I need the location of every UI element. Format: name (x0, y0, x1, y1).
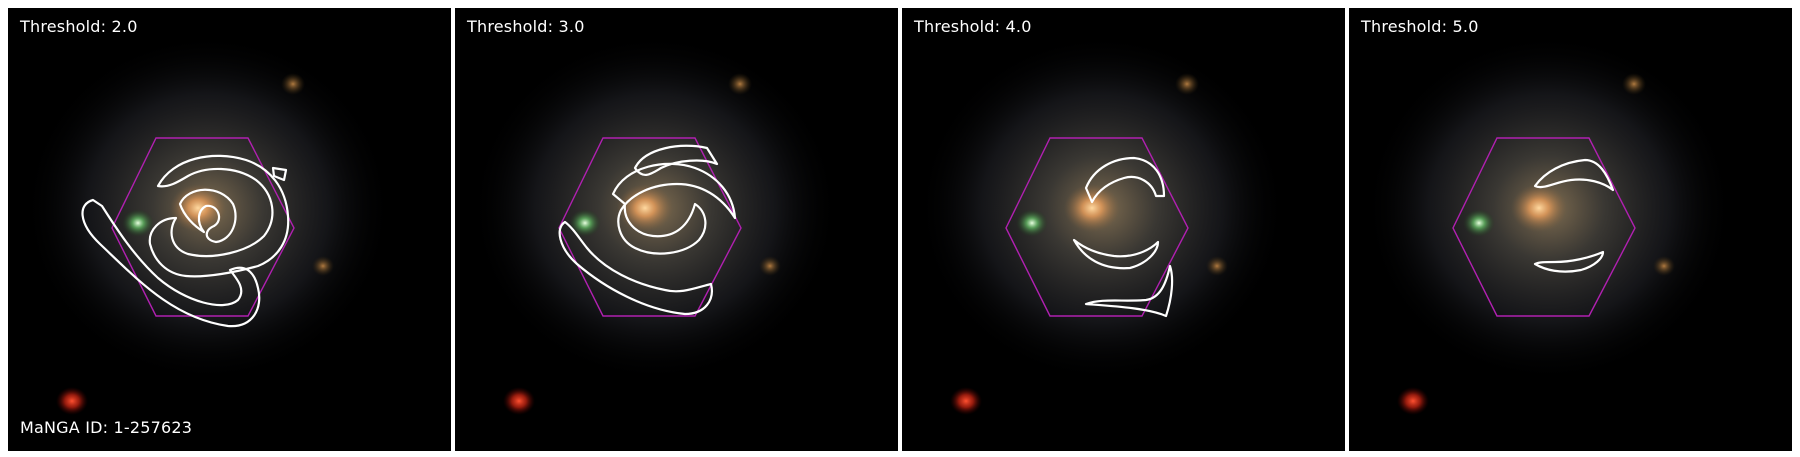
ifu-hexagon (1005, 137, 1189, 317)
galaxy-image (902, 8, 1345, 451)
contour-outer-arm (81, 198, 261, 328)
panel-threshold-4: Threshold: 5.0 (1349, 8, 1792, 451)
galaxy-image (8, 8, 451, 451)
contour-outer-arm (1084, 264, 1174, 318)
threshold-label: Threshold: 5.0 (1361, 17, 1479, 36)
red-star (1397, 387, 1429, 415)
contour-fragment (271, 166, 288, 182)
galaxy-core (1064, 184, 1120, 232)
contour-upper-arm (1533, 158, 1615, 192)
contour-ring (148, 154, 290, 278)
contour-lower-arm (1533, 250, 1605, 273)
contours (558, 144, 737, 316)
contour-ring (611, 162, 737, 255)
orange-star (728, 73, 752, 95)
contour-upper-arm (633, 144, 719, 176)
green-star (1463, 209, 1495, 237)
threshold-label: Threshold: 2.0 (20, 17, 138, 36)
orange-star (1206, 256, 1228, 276)
contour-lower-arm (1072, 238, 1160, 270)
galaxy-image (1349, 8, 1792, 451)
green-star (122, 209, 154, 237)
galaxy-core (1511, 184, 1567, 232)
galaxy-image (455, 8, 898, 451)
galaxy-id-label: MaNGA ID: 1-257623 (20, 418, 193, 437)
ifu-hexagon (111, 137, 295, 317)
orange-star (1175, 73, 1199, 95)
ifu-hexagon (558, 137, 742, 317)
orange-star (312, 256, 334, 276)
contours (1533, 158, 1615, 273)
orange-star (1622, 73, 1646, 95)
threshold-label: Threshold: 3.0 (467, 17, 585, 36)
red-star (503, 387, 535, 415)
contour-upper-arm (1084, 156, 1166, 204)
orange-star (759, 256, 781, 276)
panel-threshold-3: Threshold: 4.0 (902, 8, 1345, 451)
panel-threshold-1: Threshold: 2.0 MaNGA ID: 1-257623 (8, 8, 451, 451)
contours (81, 154, 290, 328)
orange-star (281, 73, 305, 95)
green-star (1016, 209, 1048, 237)
red-star (56, 387, 88, 415)
galaxy-core (170, 184, 226, 232)
panel-threshold-2: Threshold: 3.0 (455, 8, 898, 451)
threshold-label: Threshold: 4.0 (914, 17, 1032, 36)
contours (1072, 156, 1174, 318)
red-star (950, 387, 982, 415)
galaxy-core (617, 184, 673, 232)
green-star (569, 209, 601, 237)
orange-star (1653, 256, 1675, 276)
contour-inner (178, 188, 237, 244)
ifu-hexagon (1452, 137, 1636, 317)
contour-outer-arm (558, 220, 713, 316)
